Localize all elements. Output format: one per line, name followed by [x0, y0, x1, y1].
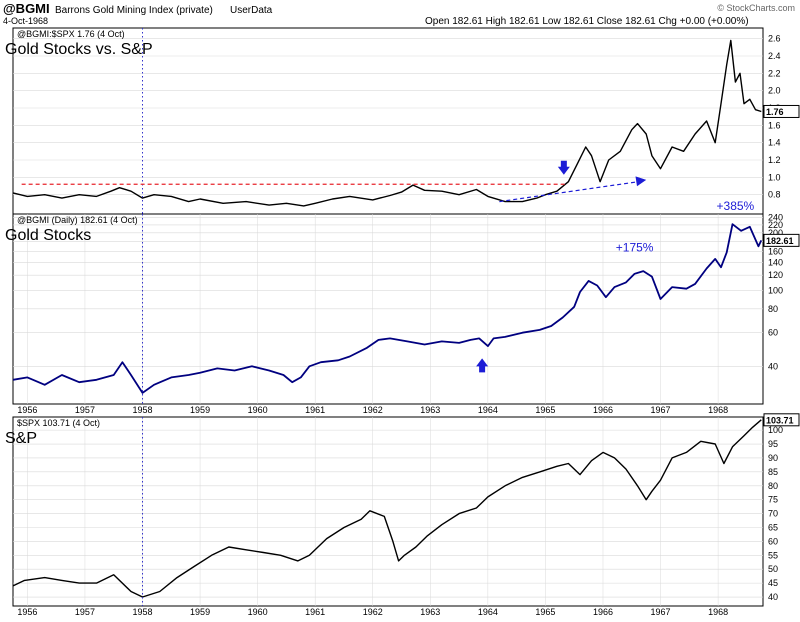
spx-y-tick-label: 45 [768, 578, 778, 588]
spx-x-tick-label: 1957 [75, 607, 95, 617]
ratio-y-tick-label: 1.4 [768, 138, 781, 148]
annotation-pct-1966: +175% [616, 240, 654, 254]
spx-last-value-box [763, 413, 800, 427]
ratio-title: Gold Stocks vs. S&P [5, 41, 153, 58]
gold-y-tick-label: 60 [768, 328, 778, 338]
gold-y-tick-label: 120 [768, 270, 783, 280]
spx-y-tick-label: 85 [768, 467, 778, 477]
gold-y-tick-label: 140 [768, 257, 783, 267]
gold-y-tick-label: 100 [768, 285, 783, 295]
spx-y-tick-label: 40 [768, 592, 778, 602]
gold-last-value-label: 182.61 [766, 236, 794, 246]
spx-x-tick-label: 1967 [651, 607, 671, 617]
ratio-y-tick-label: 2.0 [768, 86, 781, 96]
spx-x-tick-label: 1959 [190, 607, 210, 617]
spx-x-tick-label: 1963 [420, 607, 440, 617]
ratio-y-tick-label: 2.4 [768, 51, 781, 61]
spx-series-line [12, 419, 762, 598]
spx-x-tick-label: 1966 [593, 607, 613, 617]
spx-y-tick-label: 65 [768, 522, 778, 532]
chart-symbol: @BGMI [3, 1, 50, 16]
spx-panel-frame [12, 416, 764, 607]
chart-date: 4-Oct-1968 [3, 16, 48, 26]
ratio-y-tick-label: 0.8 [768, 190, 781, 200]
spx-x-tick-label: 1964 [478, 607, 498, 617]
trend-arrowhead [635, 176, 647, 187]
gold-x-tick-label: 1964 [478, 405, 498, 415]
ohlc-readout: Open 182.61 High 182.61 Low 182.61 Close… [425, 16, 749, 27]
spx-x-tick-label: 1960 [248, 607, 268, 617]
gold-legend: @BGMI (Daily) 182.61 (4 Oct) [17, 215, 138, 225]
gold-x-tick-label: 1966 [593, 405, 613, 415]
spx-y-tick-label: 95 [768, 439, 778, 449]
gold-x-tick-label: 1960 [248, 405, 268, 415]
spx-y-tick-label: 70 [768, 509, 778, 519]
gold-x-tick-label: 1959 [190, 405, 210, 415]
gold-y-tick-label: 220 [768, 220, 783, 230]
ratio-last-value-box [763, 104, 800, 118]
gold-y-tick-label: 240 [768, 213, 783, 223]
down-arrow-icon [557, 160, 570, 175]
gold-x-tick-label: 1968 [708, 405, 728, 415]
ratio-y-tick-label: 1.6 [768, 120, 781, 130]
gold-x-tick-label: 1956 [17, 405, 37, 415]
gold-x-tick-label: 1963 [420, 405, 440, 415]
chart-panels: 0.81.01.21.41.61.82.02.22.42.61.76@BGMI:… [5, 27, 800, 617]
spx-y-tick-label: 80 [768, 481, 778, 491]
gold-series-line [12, 223, 763, 394]
spx-y-tick-label: 75 [768, 495, 778, 505]
gold-y-tick-label: 40 [768, 361, 778, 371]
spx-x-tick-label: 1968 [708, 607, 728, 617]
ratio-y-tick-label: 2.2 [768, 68, 781, 78]
ratio-series-line [12, 39, 762, 207]
spx-x-tick-label: 1958 [132, 607, 152, 617]
ratio-last-value-label: 1.76 [766, 107, 784, 117]
gold-title: Gold Stocks [5, 227, 91, 244]
gold-x-tick-label: 1967 [651, 405, 671, 415]
spx-legend: $SPX 103.71 (4 Oct) [17, 418, 100, 428]
gold-y-tick-label: 160 [768, 246, 783, 256]
chart-source: UserData [230, 5, 273, 16]
spx-x-tick-label: 1956 [17, 607, 37, 617]
spx-y-tick-label: 90 [768, 453, 778, 463]
gold-y-tick-label: 200 [768, 228, 783, 238]
ratio-legend: @BGMI:$SPX 1.76 (4 Oct) [17, 29, 125, 39]
spx-x-tick-label: 1961 [305, 607, 325, 617]
up-arrow-icon [476, 358, 489, 373]
spx-x-tick-label: 1965 [535, 607, 555, 617]
gold-x-tick-label: 1961 [305, 405, 325, 415]
spx-y-tick-label: 55 [768, 550, 778, 560]
ratio-y-tick-label: 1.0 [768, 172, 781, 182]
gold-y-tick-label: 80 [768, 304, 778, 314]
chart-name: Barrons Gold Mining Index (private) [55, 5, 213, 16]
watermark: © StockCharts.com [717, 3, 795, 13]
spx-y-tick-label: 100 [768, 425, 783, 435]
ratio-y-tick-label: 2.6 [768, 34, 781, 44]
spx-x-tick-label: 1962 [363, 607, 383, 617]
trend-line [499, 180, 641, 203]
gold-x-tick-label: 1957 [75, 405, 95, 415]
gold-last-value-box [763, 233, 800, 247]
spx-y-tick-label: 50 [768, 564, 778, 574]
gold-x-tick-label: 1958 [132, 405, 152, 415]
ratio-y-tick-label: 1.2 [768, 155, 781, 165]
annotation-pct-1968: +385% [717, 199, 755, 213]
spx-title: S&P [5, 430, 37, 447]
gold-x-tick-label: 1962 [363, 405, 383, 415]
gold-x-tick-label: 1965 [535, 405, 555, 415]
spx-last-value-label: 103.71 [766, 415, 794, 425]
spx-y-tick-label: 60 [768, 536, 778, 546]
